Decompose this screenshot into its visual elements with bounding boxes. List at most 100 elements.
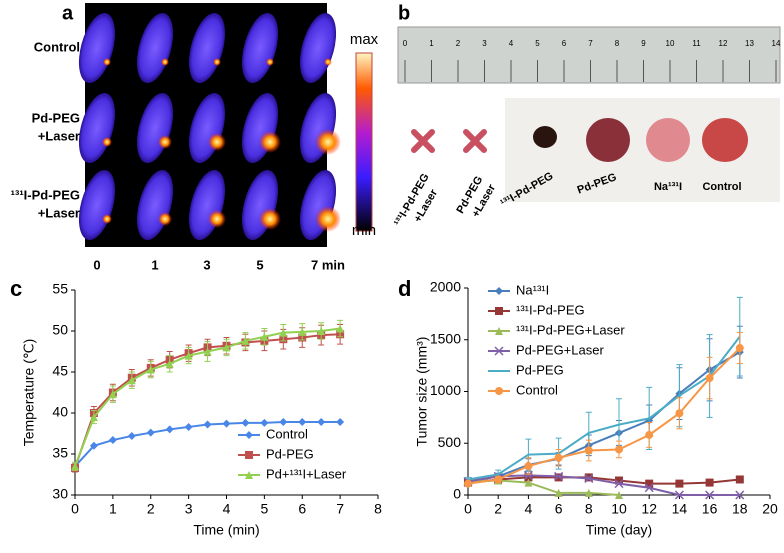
marker xyxy=(644,483,654,493)
marker xyxy=(705,478,714,487)
marker xyxy=(614,479,624,489)
ruler-number: 6 xyxy=(562,39,567,48)
hot-spot xyxy=(161,58,169,66)
x-axis-title: Time (day) xyxy=(586,522,652,538)
ruler-number: 5 xyxy=(535,39,540,48)
marker xyxy=(524,462,533,471)
marker xyxy=(554,471,564,481)
x-tick-label: 4 xyxy=(223,501,231,517)
marker xyxy=(584,446,593,455)
x-tick-label: 14 xyxy=(672,501,688,517)
panel-label: a xyxy=(62,2,74,24)
marker xyxy=(71,462,79,471)
marker xyxy=(203,420,212,429)
marker xyxy=(89,413,98,422)
marker xyxy=(495,327,503,335)
panel-label: d xyxy=(398,276,411,301)
marker xyxy=(524,473,533,482)
row-label: ¹³¹I-Pd-PEG xyxy=(11,187,80,202)
cross-mark xyxy=(411,129,435,153)
legend-label: Control xyxy=(266,426,308,441)
marker xyxy=(336,418,345,427)
hot-spot xyxy=(158,135,172,149)
marker xyxy=(260,332,269,341)
marker xyxy=(184,422,193,431)
time-label: 5 xyxy=(256,257,263,272)
marker xyxy=(735,490,745,500)
tumor xyxy=(702,118,748,162)
marker xyxy=(146,428,155,437)
marker xyxy=(554,453,563,462)
x-tick-label: 7 xyxy=(336,501,344,517)
x-tick-label: 4 xyxy=(525,501,533,517)
color-bar xyxy=(355,52,373,232)
marker xyxy=(184,351,193,360)
x-tick-label: 6 xyxy=(555,501,563,517)
x-tick-label: 18 xyxy=(732,501,748,517)
marker xyxy=(495,387,503,395)
marker xyxy=(674,490,684,500)
marker xyxy=(165,425,174,434)
tumor xyxy=(646,118,690,162)
panel-label: c xyxy=(10,276,22,301)
marker xyxy=(615,491,623,499)
marker xyxy=(495,307,503,315)
series-line xyxy=(467,479,620,496)
marker xyxy=(222,419,231,428)
x-tick-label: 8 xyxy=(585,501,593,517)
marker xyxy=(645,479,654,488)
series-line xyxy=(467,476,740,485)
x-tick-label: 5 xyxy=(260,501,268,517)
ruler-number: 2 xyxy=(456,39,461,48)
y-tick-label: 40 xyxy=(52,404,68,420)
ruler-number: 9 xyxy=(641,39,646,48)
x-tick-label: 20 xyxy=(762,501,778,517)
marker xyxy=(245,431,253,439)
marker xyxy=(705,374,714,383)
cross-mark xyxy=(463,129,487,153)
x-tick-label: 2 xyxy=(494,501,502,517)
ruler-number: 7 xyxy=(588,39,593,48)
row-label: +Laser xyxy=(38,128,80,143)
ruler-number: 8 xyxy=(615,39,620,48)
y-tick-label: 0 xyxy=(453,486,461,502)
x-axis-title: Time (min) xyxy=(193,522,259,538)
y-tick-label: 30 xyxy=(52,486,68,502)
y-axis-title: Temperature (℃) xyxy=(21,339,37,447)
time-label: 3 xyxy=(203,257,210,272)
marker xyxy=(584,473,594,483)
marker xyxy=(735,475,744,484)
marker xyxy=(222,343,231,352)
time-label: 7 min xyxy=(311,257,345,272)
legend-label: Control xyxy=(516,382,558,397)
panel-label: b xyxy=(398,2,410,24)
marker xyxy=(317,327,326,335)
marker xyxy=(245,471,253,479)
ruler-number: 4 xyxy=(509,39,514,48)
ruler-number: 0 xyxy=(403,39,408,48)
y-tick-label: 55 xyxy=(52,281,68,297)
row-label: Pd-PEG xyxy=(32,110,80,125)
legend-label: Na¹³¹I xyxy=(516,282,549,297)
marker xyxy=(735,344,744,353)
x-tick-label: 0 xyxy=(464,501,472,517)
ruler-number: 12 xyxy=(719,39,728,48)
y-tick-label: 2000 xyxy=(430,279,461,295)
hot-spot xyxy=(324,58,332,66)
marker xyxy=(108,390,117,399)
hot-spot xyxy=(102,137,112,147)
ruler-number: 10 xyxy=(666,39,675,48)
marker xyxy=(523,470,533,480)
y-tick-label: 50 xyxy=(52,322,68,338)
marker xyxy=(89,441,98,450)
hot-spot xyxy=(266,58,274,66)
marker xyxy=(615,445,623,454)
ruler xyxy=(397,26,781,84)
hot-spot xyxy=(315,129,341,155)
hot-spot xyxy=(259,131,281,153)
legend-label: Pd-PEG xyxy=(516,362,564,377)
y-tick-label: 1000 xyxy=(430,382,461,398)
series-line xyxy=(467,474,740,496)
legend-label: Pd-PEG+Laser xyxy=(516,342,604,357)
marker xyxy=(245,451,253,459)
